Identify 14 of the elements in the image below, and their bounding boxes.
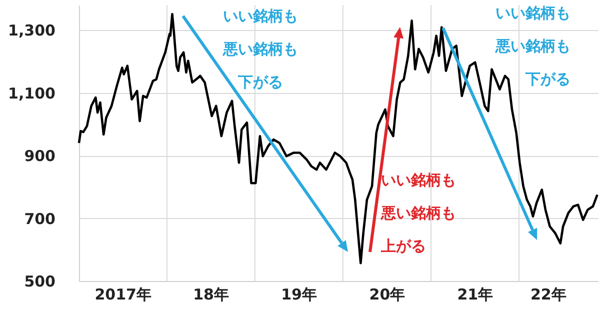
x-tick-label: 18年 [193,286,229,304]
x-tick-label: 20年 [369,286,406,304]
y-tick-label: 500 [24,272,56,290]
y-tick-label: 1,100 [8,84,56,102]
annotation: いい銘柄も悪い銘柄も上がる [381,170,457,257]
y-tick-label: 900 [24,147,56,166]
x-tick-label: 19年 [281,286,317,304]
y-tick-label: 1,300 [8,22,56,40]
x-tick-label: 2017年 [94,286,152,304]
x-tick-label: 22年 [530,286,566,304]
y-tick-label: 700 [24,210,56,228]
annotation: いい銘柄も悪い銘柄も下がる [222,6,298,93]
annotation: いい銘柄も悪い銘柄も下がる [494,3,570,90]
x-tick-label: 21年 [457,286,494,304]
